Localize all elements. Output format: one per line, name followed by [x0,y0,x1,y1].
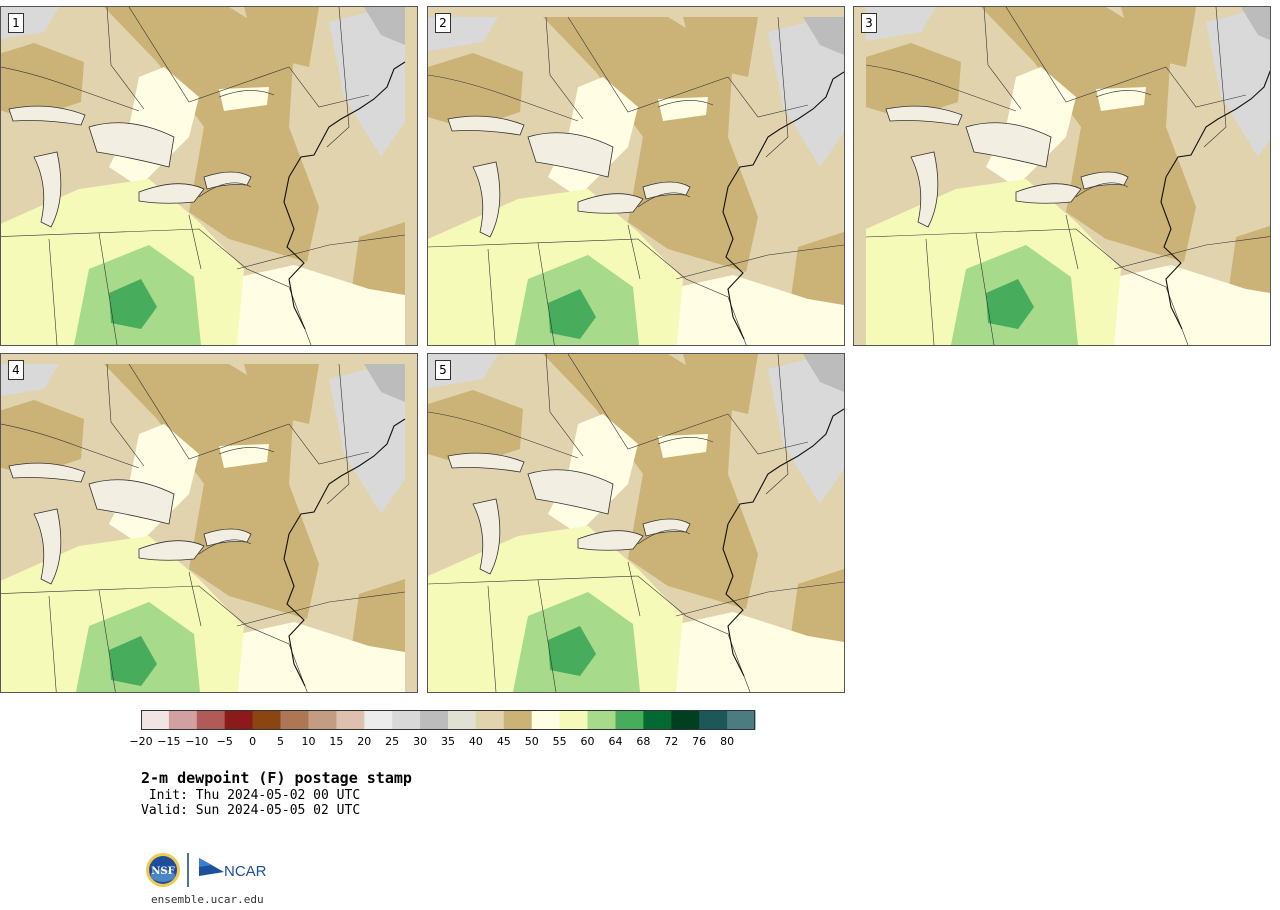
member-number-label: 4 [8,360,24,380]
member-panel: 3 [853,6,1271,346]
member-panel: 2 [427,6,845,346]
colorbar-swatch [671,710,700,730]
dewpoint-map [854,7,1270,345]
member-panel: 4 [0,353,418,693]
svg-text:NCAR: NCAR [224,863,267,880]
dewpoint-map [1,354,417,692]
colorbar-swatch [699,710,728,730]
colorbar-tick-label: 35 [441,735,455,748]
colorbar-tick-label: 72 [664,735,679,748]
colorbar-tick-label: 45 [496,735,511,748]
colorbar-tick-label: −10 [185,735,209,748]
colorbar-tick-label: 55 [552,735,567,748]
colorbar-tick-label: 0 [249,735,257,748]
colorbar-swatch [336,710,365,730]
colorbar-swatch [615,710,644,730]
member-number-label: 5 [435,360,451,380]
colorbar-tick-label: 76 [692,735,707,748]
member-number-label: 3 [861,13,877,33]
map-title: 2-m dewpoint (F) postage stamp [141,769,412,787]
valid-time: Valid: Sun 2024-05-05 02 UTC [141,803,361,818]
ncar-logo: NCAR [199,858,267,880]
colorbar-tick-label: −20 [129,735,153,748]
colorbar-swatch [252,710,281,730]
colorbar-swatch [168,710,198,730]
colorbar-tick-label: 30 [413,735,428,748]
colorbar-tick-label: 68 [636,735,651,748]
footer-url: ensemble.ucar.edu [151,893,264,906]
dewpoint-map [428,7,844,345]
member-panel: 5 [427,353,845,693]
colorbar-tick-label: 60 [580,735,595,748]
member-number-label: 2 [435,13,451,33]
colorbar-swatch [587,710,616,730]
colorbar-swatch [420,710,449,730]
colorbar-frame [141,710,755,730]
colorbar-swatch [141,710,170,730]
colorbar-swatch [503,710,533,730]
init-time: Init: Thu 2024-05-02 00 UTC [141,788,361,803]
colorbar-tick-label: 64 [608,735,623,748]
colorbar-tick-label: 25 [385,735,400,748]
nsf-logo: NSF [146,853,180,887]
colorbar-tick-label: 50 [524,735,539,748]
colorbar-swatch [448,710,477,730]
colorbar-tick-label: 10 [301,735,316,748]
colorbar-swatch [475,710,505,730]
colorbar-swatch [280,710,309,730]
colorbar-tick-label: 20 [357,735,372,748]
colorbar-swatch [308,710,337,730]
dewpoint-map [428,354,844,692]
colorbar-swatch [224,710,254,730]
colorbar-swatch [196,710,226,730]
sponsor-logos: NSF NCAR [146,853,267,887]
colorbar-swatch [392,710,421,730]
colorbar-swatch [364,710,393,730]
dewpoint-colorbar [141,710,756,730]
svg-text:NSF: NSF [151,866,174,877]
colorbar-swatch [727,710,756,730]
colorbar-tick-label: −15 [157,735,181,748]
colorbar-tick-label: 80 [720,735,735,748]
colorbar-swatch [531,710,561,730]
member-panel: 1 [0,6,418,346]
colorbar-tick-label: 5 [277,735,285,748]
colorbar-swatch [559,710,588,730]
colorbar-tick-label: −5 [216,735,233,748]
dewpoint-map [1,7,417,345]
colorbar-swatch [643,710,672,730]
member-number-label: 1 [8,13,24,33]
colorbar-tick-label: 15 [329,735,344,748]
colorbar-tick-label: 40 [468,735,483,748]
